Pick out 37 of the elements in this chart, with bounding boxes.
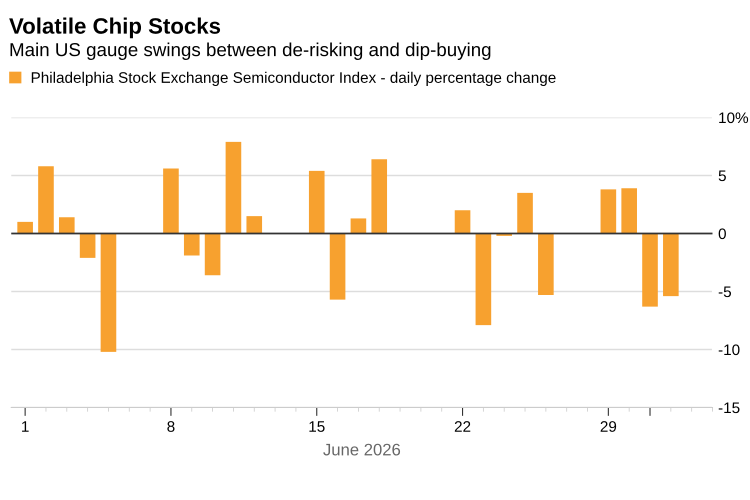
bar [38, 166, 54, 234]
bar [517, 192, 533, 234]
bar [100, 234, 116, 352]
y-tick-label: -5 [718, 286, 731, 298]
x-tick-label: 29 [600, 421, 616, 432]
x-tick-label: 22 [454, 421, 470, 432]
y-tick-label: -15 [718, 402, 740, 414]
bar [663, 234, 679, 296]
chart-subtitle: Main US gauge swings between de-risking and dip-buying [10, 42, 490, 60]
x-axis-title: June 2026 [323, 444, 400, 456]
y-tick-label: 10% [719, 112, 748, 124]
x-tick-label: 8 [167, 421, 175, 432]
legend-label: Philadelphia Stock Exchange Semiconductor Index - daily percentage change [32, 72, 556, 86]
bar [642, 234, 658, 307]
chart-title: Volatile Chip Stocks [9, 18, 220, 38]
bar [58, 217, 75, 234]
bar [371, 159, 388, 234]
bar [538, 234, 554, 295]
bar [454, 210, 470, 234]
bar [226, 142, 242, 234]
x-tick-label: 15 [309, 421, 325, 432]
bar [330, 234, 346, 300]
y-tick-label: -10 [718, 344, 740, 356]
x-tick-label: 1 [22, 421, 29, 432]
bar [246, 216, 262, 234]
bar [476, 234, 492, 326]
bar [184, 234, 200, 256]
bar [350, 218, 366, 234]
y-tick-label: 0 [718, 228, 726, 240]
bar [204, 234, 220, 276]
bar [80, 234, 96, 258]
bar [163, 168, 179, 234]
bar [17, 222, 33, 234]
bar [621, 188, 637, 234]
bar [308, 170, 325, 234]
y-tick-label: 5 [718, 170, 726, 182]
bar [600, 189, 616, 234]
